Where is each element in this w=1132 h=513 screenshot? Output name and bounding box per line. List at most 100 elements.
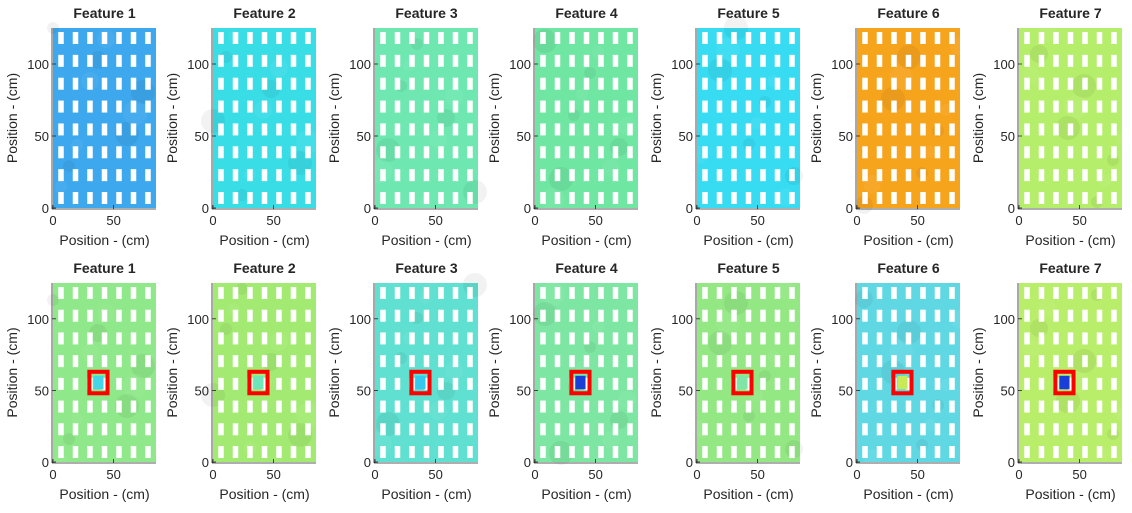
obstacle-cell <box>467 123 473 136</box>
x-tick-label: 0 <box>371 467 378 482</box>
obstacle-cell <box>276 192 282 204</box>
heatmap-texture <box>618 391 636 409</box>
obstacle-cell <box>130 309 137 322</box>
obstacle-cell <box>569 54 575 67</box>
obstacle-cell <box>87 287 93 299</box>
obstacle-cell <box>1038 400 1045 413</box>
obstacle-cell <box>1024 332 1030 345</box>
heatmap-texture <box>63 160 75 172</box>
obstacle-cell <box>876 332 883 345</box>
obstacle-cell <box>934 100 941 113</box>
obstacle-cell <box>130 100 137 113</box>
highlight-box <box>247 369 270 396</box>
obstacle-cell <box>1024 377 1030 390</box>
obstacle-cell <box>920 169 926 182</box>
obstacle-cell <box>731 32 737 44</box>
obstacle-cell <box>760 287 766 299</box>
x-tick-label: 50 <box>750 213 764 228</box>
obstacle-cell <box>702 377 708 390</box>
obstacle-cell <box>145 32 151 44</box>
obstacle-cell <box>452 287 459 299</box>
obstacle-cell <box>101 32 108 44</box>
obstacle-cell <box>612 100 619 113</box>
obstacle-cell <box>949 32 955 44</box>
heatmap-texture <box>602 431 620 449</box>
obstacle-cell <box>116 169 122 182</box>
obstacle-cell <box>745 77 752 90</box>
obstacle-cell <box>394 309 401 322</box>
obstacle-cell <box>760 146 766 159</box>
obstacle-cell <box>789 400 795 413</box>
obstacle-cell <box>627 400 633 413</box>
obstacle-cell <box>731 123 737 136</box>
obstacle-cell <box>58 123 64 136</box>
y-tick-label: 100 <box>831 57 853 72</box>
obstacle-cell <box>731 54 737 67</box>
y-axis-label: Position - (cm) <box>808 73 824 163</box>
heatmap-texture <box>1115 133 1127 145</box>
heatmap-texture <box>71 413 83 425</box>
obstacle-cell <box>380 32 386 44</box>
obstacle-cell <box>789 332 795 345</box>
y-tick-label: 50 <box>839 383 853 398</box>
obstacle-cell <box>876 100 883 113</box>
y-tick-label: 100 <box>671 57 693 72</box>
obstacle-cell <box>1096 332 1103 345</box>
obstacle-cell <box>569 100 575 113</box>
obstacle-cell <box>467 32 473 44</box>
obstacle-cell <box>774 377 781 390</box>
obstacle-cell <box>554 100 561 113</box>
obstacle-cell <box>774 309 781 322</box>
obstacle-cell <box>891 309 897 322</box>
y-tick-label: 50 <box>1001 129 1015 144</box>
obstacle-cell <box>540 446 546 458</box>
obstacle-cell <box>949 400 955 413</box>
obstacle-cell <box>1111 332 1117 345</box>
obstacle-cell <box>920 377 926 390</box>
obstacle-cell <box>276 123 282 136</box>
obstacle-cell <box>261 123 268 136</box>
obstacle-cell <box>862 287 868 299</box>
heatmap-texture <box>708 58 732 82</box>
obstacle-cell <box>101 423 108 436</box>
x-tick-label: 0 <box>1015 467 1022 482</box>
obstacle-cell <box>438 100 444 113</box>
obstacle-cell <box>145 123 151 136</box>
obstacle-cell <box>554 123 561 136</box>
obstacle-cell <box>218 146 224 159</box>
obstacle-cell <box>261 400 268 413</box>
obstacle-cell <box>101 377 108 390</box>
obstacle-cell <box>598 355 604 368</box>
obstacle-cell <box>380 287 386 299</box>
obstacle-cell <box>438 377 444 390</box>
obstacle-cell <box>774 123 781 136</box>
y-tick-label: 0 <box>846 455 853 470</box>
obstacle-cell <box>276 309 282 322</box>
obstacle-cell <box>130 355 137 368</box>
obstacle-cell <box>760 355 766 368</box>
obstacle-cell <box>452 32 459 44</box>
obstacle-cell <box>247 32 253 44</box>
obstacle-cell <box>276 377 282 390</box>
obstacle-cell <box>130 377 137 390</box>
obstacle-cell <box>1111 100 1117 113</box>
obstacle-cell <box>774 287 781 299</box>
y-tick-label: 0 <box>524 201 531 216</box>
obstacle-cell <box>116 355 122 368</box>
obstacle-cell <box>1024 54 1030 67</box>
obstacle-cell <box>218 169 224 182</box>
obstacle-cell <box>598 332 604 345</box>
obstacle-cell <box>949 309 955 322</box>
obstacle-cell <box>438 355 444 368</box>
heatmap-texture <box>63 433 75 445</box>
obstacle-cell <box>540 100 546 113</box>
obstacle-cell <box>934 123 941 136</box>
obstacle-cell <box>1038 355 1045 368</box>
obstacle-cell <box>627 355 633 368</box>
x-tick-label: 0 <box>531 467 538 482</box>
obstacle-cell <box>1024 123 1030 136</box>
obstacle-cell <box>1111 446 1117 458</box>
obstacle-cell <box>612 77 619 90</box>
obstacle-cell <box>540 169 546 182</box>
obstacle-cell <box>760 123 766 136</box>
